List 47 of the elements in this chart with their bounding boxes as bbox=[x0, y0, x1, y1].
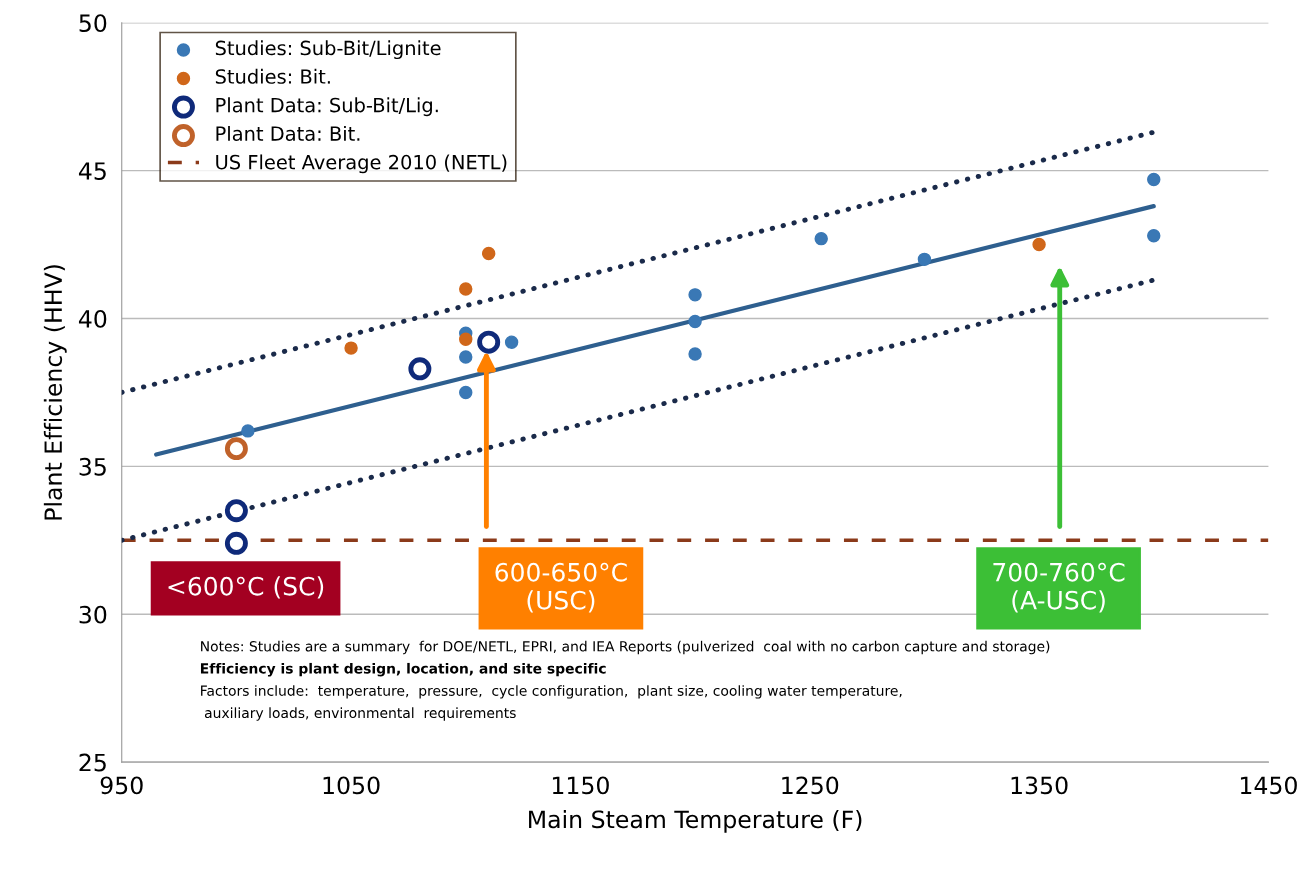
point bbox=[917, 252, 932, 267]
annotation: auxiliary loads, environmental requirements bbox=[204, 707, 516, 721]
point bbox=[1147, 228, 1161, 243]
x-tick-label: 1450 bbox=[1240, 776, 1297, 795]
point bbox=[1032, 237, 1046, 252]
annotation: 600-650°C (USC) bbox=[495, 562, 627, 613]
x-tick-label: 1250 bbox=[782, 776, 839, 795]
legend-label: Plant Data: Sub-Bit/Lig. bbox=[216, 97, 438, 117]
x-tick-label: 1150 bbox=[552, 776, 609, 795]
annotation: Factors include: temperature, pressure, cycle configuration, plant size, cooling water temperature, bbox=[201, 685, 902, 699]
annotation: Notes: Studies are a summary for DOE/NETL, EPRI, and IEA Reports (pulverized coal with no carbon capture and storage) bbox=[201, 640, 1050, 655]
point bbox=[459, 350, 473, 364]
y-tick-label: 50 bbox=[79, 14, 107, 33]
x-tick-label: 1050 bbox=[323, 776, 380, 795]
y-tick-label: 35 bbox=[79, 457, 106, 476]
y-axis-title: Plant Efficiency (HHV) bbox=[43, 265, 67, 520]
point bbox=[814, 231, 828, 246]
point bbox=[224, 437, 248, 461]
point bbox=[459, 332, 473, 346]
annotation: Efficiency is plant design, location, and site specific bbox=[200, 662, 606, 677]
y-tick-label: 40 bbox=[78, 309, 107, 328]
point bbox=[504, 335, 519, 349]
annotation: <600°C (SC) bbox=[168, 576, 324, 599]
point bbox=[477, 330, 501, 354]
legend-label: Plant Data: Bit. bbox=[216, 125, 360, 141]
x-axis-title: Main Steam Temperature (F) bbox=[529, 809, 862, 833]
point bbox=[1147, 172, 1161, 187]
x-tick-label: 1350 bbox=[1011, 776, 1068, 795]
y-tick-label: 30 bbox=[79, 605, 107, 624]
point bbox=[408, 357, 432, 381]
point bbox=[459, 282, 473, 296]
point bbox=[459, 385, 473, 400]
point bbox=[688, 288, 702, 302]
point bbox=[224, 499, 248, 523]
point bbox=[241, 424, 255, 438]
point bbox=[688, 314, 702, 329]
y-tick-label: 25 bbox=[79, 753, 106, 772]
legend-label: Studies: Sub-Bit/Lignite bbox=[215, 40, 441, 60]
point bbox=[344, 341, 358, 355]
point bbox=[688, 347, 702, 361]
point bbox=[481, 246, 496, 261]
legend-label: US Fleet Average 2010 (NETL) bbox=[216, 154, 507, 174]
y-tick-label: 45 bbox=[78, 162, 106, 180]
legend-label: Studies: Bit. bbox=[215, 68, 330, 84]
point bbox=[224, 531, 248, 555]
annotation: 700-760°C (A-USC) bbox=[993, 562, 1125, 613]
x-tick-label: 950 bbox=[100, 776, 143, 795]
